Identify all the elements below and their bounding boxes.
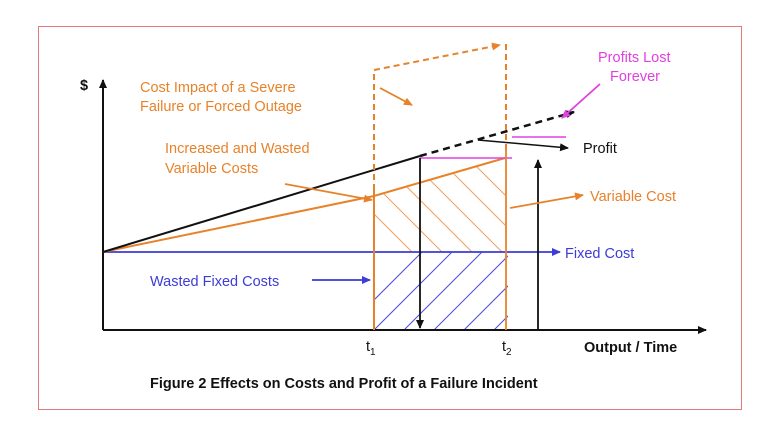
figure-caption: Figure 2 Effects on Costs and Profit of …: [150, 376, 538, 392]
increased-wasted-label-2: Variable Costs: [165, 161, 258, 177]
figure-frame: [38, 26, 742, 410]
spike-dashed-top: [373, 42, 501, 71]
variable-cost-line: [102, 157, 506, 253]
profits-lost-label-2: Forever: [610, 69, 660, 85]
profits-lost-label-1: Profits Lost: [598, 50, 671, 66]
t1-label: t1: [366, 339, 376, 358]
severe-failure-label-2: Failure or Forced Outage: [140, 99, 302, 115]
profit-line-right: [477, 139, 569, 152]
wasted-fixed-costs-label: Wasted Fixed Costs: [150, 274, 279, 290]
increased-wasted-label-1: Increased and Wasted: [165, 141, 310, 157]
t2-label: t2: [502, 339, 512, 358]
increased-wasted-arrow: [284, 183, 373, 203]
y-axis-label: $: [80, 78, 88, 94]
wasted-fixed-hatch: [374, 252, 508, 330]
profit-label: Profit: [583, 141, 617, 157]
profit-line: [102, 155, 421, 253]
severe-failure-label-1: Cost Impact of a Severe: [140, 80, 296, 96]
profit-dashed-line: [419, 110, 575, 158]
severe-failure-arrow: [379, 87, 413, 106]
variable-cost-arrow: [509, 192, 584, 209]
fixed-cost-label: Fixed Cost: [565, 246, 634, 262]
x-axis-label: Output / Time: [584, 340, 677, 356]
profits-lost-arrow: [561, 83, 601, 119]
variable-cost-label: Variable Cost: [590, 189, 676, 205]
